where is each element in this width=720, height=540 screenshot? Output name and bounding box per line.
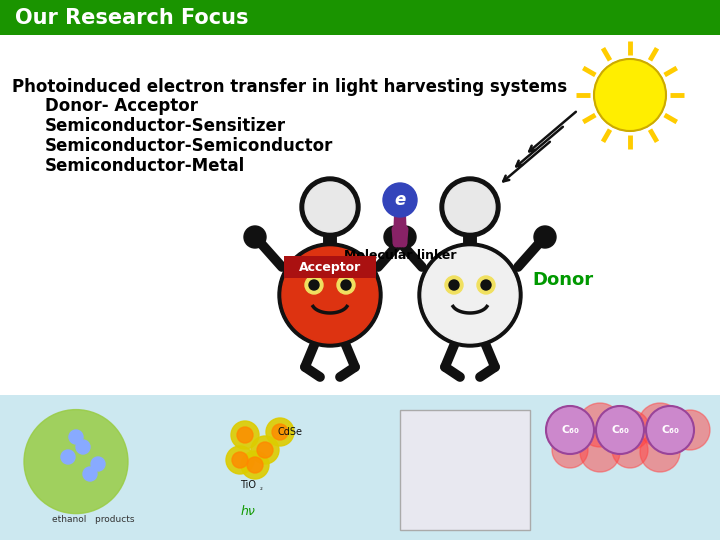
Circle shape [76, 440, 90, 454]
Circle shape [580, 432, 620, 472]
Circle shape [61, 450, 75, 464]
Text: Semiconductor-Metal: Semiconductor-Metal [45, 157, 246, 175]
Text: Donor: Donor [532, 271, 593, 289]
Circle shape [440, 177, 500, 237]
Text: hν: hν [240, 505, 256, 518]
Circle shape [477, 276, 495, 294]
Circle shape [596, 406, 644, 454]
Text: Molecular linker: Molecular linker [343, 249, 456, 262]
Text: Acceptor: Acceptor [299, 260, 361, 273]
Text: e: e [395, 191, 405, 209]
Circle shape [226, 446, 254, 474]
Circle shape [341, 280, 351, 290]
Circle shape [247, 457, 263, 473]
Circle shape [232, 452, 248, 468]
Circle shape [83, 467, 97, 481]
Circle shape [612, 432, 648, 468]
Circle shape [251, 436, 279, 464]
Circle shape [640, 432, 680, 472]
Text: C₆₀: C₆₀ [661, 425, 679, 435]
Text: Donor- Acceptor: Donor- Acceptor [45, 97, 198, 115]
FancyBboxPatch shape [284, 256, 376, 278]
Circle shape [278, 243, 382, 347]
Circle shape [91, 457, 105, 471]
Text: ₂: ₂ [260, 485, 263, 491]
Text: TiO: TiO [240, 480, 256, 490]
Circle shape [384, 226, 406, 248]
Text: Semiconductor-Semiconductor: Semiconductor-Semiconductor [45, 137, 333, 155]
Circle shape [594, 59, 666, 131]
Circle shape [24, 410, 128, 514]
Circle shape [646, 406, 694, 454]
Text: Our Research Focus: Our Research Focus [15, 8, 248, 28]
Circle shape [257, 442, 273, 458]
Circle shape [305, 276, 323, 294]
Text: ethanol   products: ethanol products [52, 515, 134, 524]
Circle shape [445, 276, 463, 294]
Circle shape [578, 403, 622, 447]
Text: C₆₀: C₆₀ [611, 425, 629, 435]
Circle shape [422, 247, 518, 343]
Circle shape [394, 226, 416, 248]
Circle shape [638, 403, 682, 447]
FancyBboxPatch shape [400, 410, 530, 530]
Circle shape [309, 280, 319, 290]
Circle shape [670, 410, 710, 450]
Text: CdSe: CdSe [278, 427, 303, 437]
Circle shape [550, 410, 590, 450]
Circle shape [282, 247, 378, 343]
Circle shape [481, 280, 491, 290]
Circle shape [244, 226, 266, 248]
Circle shape [231, 421, 259, 449]
Circle shape [337, 276, 355, 294]
Circle shape [272, 424, 288, 440]
Circle shape [445, 182, 495, 232]
Text: Semiconductor-Sensitizer: Semiconductor-Sensitizer [45, 117, 286, 135]
Circle shape [546, 406, 594, 454]
Circle shape [418, 243, 522, 347]
Circle shape [383, 183, 417, 217]
Circle shape [300, 177, 360, 237]
Text: C₆₀: C₆₀ [561, 425, 579, 435]
Circle shape [237, 427, 253, 443]
Circle shape [69, 430, 83, 444]
Circle shape [610, 410, 650, 450]
Circle shape [449, 280, 459, 290]
FancyBboxPatch shape [0, 0, 720, 35]
Circle shape [305, 182, 355, 232]
Circle shape [552, 432, 588, 468]
Circle shape [534, 226, 556, 248]
Circle shape [241, 451, 269, 479]
Circle shape [266, 418, 294, 446]
Text: Photoinduced electron transfer in light harvesting systems: Photoinduced electron transfer in light … [12, 78, 567, 96]
FancyBboxPatch shape [0, 395, 720, 540]
